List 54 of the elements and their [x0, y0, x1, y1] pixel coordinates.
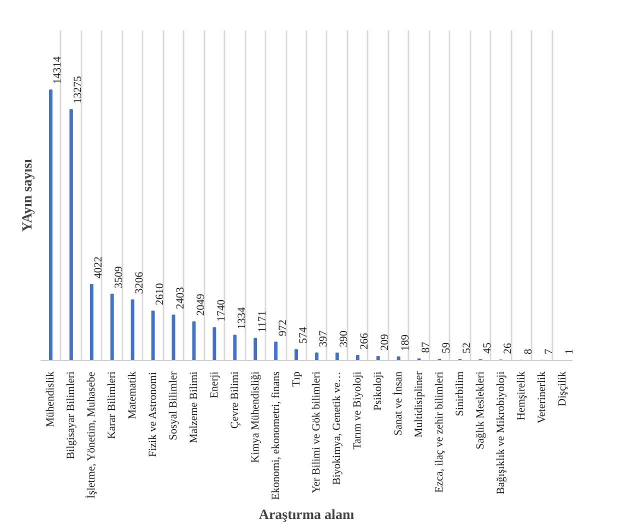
x-tick-label: Malzeme Bilimi: [188, 371, 200, 444]
x-tick-label: Bilgisayar Bilimleri: [65, 371, 78, 460]
x-tick-label: Fizik ve Astronomi: [147, 372, 160, 458]
x-tick-label: Kimya Mühendisliği: [249, 372, 262, 463]
x-tick-label: Biyokimya, Genetik ve…: [331, 371, 344, 485]
data-label: 45: [481, 342, 494, 354]
x-tick-label: Sanat ve İnsan: [392, 371, 405, 436]
data-label: 1334: [236, 306, 248, 330]
data-label: 4022: [92, 256, 105, 278]
data-label: 2403: [174, 286, 186, 310]
data-label: 574: [297, 326, 310, 344]
data-label: 1: [563, 348, 576, 354]
x-axis-title: Araştırma alanı: [258, 508, 354, 523]
x-tick-label: Ekonomi, ekonometri, finans: [270, 372, 282, 500]
x-tick-label: Matematik: [126, 371, 139, 420]
data-label: 3509: [113, 266, 126, 288]
data-label: 397: [318, 330, 330, 347]
data-label: 7: [542, 348, 555, 354]
data-label: 3206: [134, 271, 146, 294]
x-tick-label: Tıp: [290, 371, 302, 387]
data-label: 13275: [72, 76, 84, 104]
x-tick-label: İşletme, Yönetim, Muhasebe: [84, 372, 98, 499]
data-label: 390: [338, 330, 350, 348]
x-tick-label: Dişçilik: [556, 371, 568, 406]
data-label: 189: [400, 334, 412, 351]
data-label: 209: [379, 334, 392, 351]
x-tick-label: Veterinerlik: [536, 371, 548, 424]
x-tick-label: Multidisipliner: [413, 371, 426, 438]
x-tick-label: Mühendislik: [44, 371, 57, 428]
x-tick-label: Psikoloji: [372, 372, 384, 411]
x-tick-label: Sinirbilim: [454, 371, 466, 416]
x-tick-label: Hemşirelik: [515, 371, 528, 420]
data-label: 52: [460, 342, 473, 354]
x-tick-label: Enerji: [208, 371, 220, 398]
data-label: 2610: [154, 282, 166, 306]
data-label: 8: [522, 348, 534, 354]
data-label: 972: [276, 320, 289, 336]
x-tick-label: Bağışıklık ve Mikrobiyoloji: [494, 371, 507, 494]
x-tick-label: Yer Bilimi ve Gök bilimleri: [310, 371, 323, 494]
y-axis-title: YAyın sayısı: [20, 159, 36, 232]
x-tick-label: Çevre Bilimi: [228, 371, 241, 429]
x-tick-label: Tarım ve Biyoloji: [352, 371, 364, 450]
data-label: 87: [420, 341, 432, 353]
data-label: 266: [358, 332, 371, 350]
data-label: 59: [440, 342, 452, 354]
x-tick-label: Karar Bilimleri: [106, 371, 118, 440]
data-label: 1740: [215, 299, 228, 322]
x-tick-label: Ezca, ilaç ve zehir bilimleri: [434, 371, 446, 493]
x-tick-label: Sağlık Meslekleri: [474, 371, 486, 450]
data-label: 14314: [52, 56, 64, 84]
data-label: 2049: [194, 293, 207, 316]
x-tick-label: Sosyal Bilimler: [168, 371, 180, 440]
data-label: 26: [502, 342, 514, 354]
data-label: 1171: [256, 310, 268, 332]
